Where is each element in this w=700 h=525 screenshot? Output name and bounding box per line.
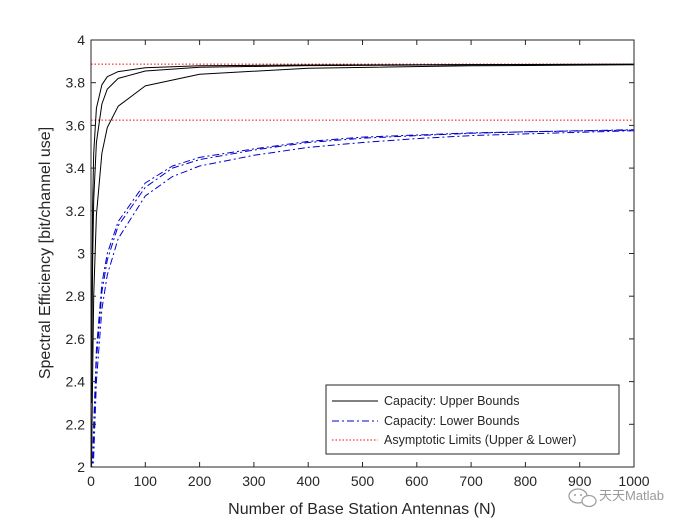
y-tick-label: 3.8 [66,75,86,91]
legend-label-upper: Capacity: Upper Bounds [384,394,520,408]
x-tick-label: 600 [405,473,429,489]
y-tick-label: 3.6 [66,117,86,133]
legend-label-asymptotic: Asymptotic Limits (Upper & Lower) [384,433,576,447]
series-line-lower [92,130,634,467]
legend-label-lower: Capacity: Lower Bounds [384,414,520,428]
series-lines [91,63,634,467]
x-tick-label: 700 [459,473,483,489]
y-tick-label: 3 [77,246,85,262]
y-tick-label: 4 [77,32,85,48]
chat-bubble-icon [568,488,597,508]
x-tick-label: 900 [568,473,592,489]
y-tick-label: 2 [77,459,85,475]
x-tick-label: 500 [351,473,375,489]
x-tick-label: 100 [134,473,158,489]
y-tick-label: 2.2 [66,416,86,432]
x-tick-label: 1000 [618,473,649,489]
x-axis-label: Number of Base Station Antennas (N) [228,501,496,518]
x-axis-ticks: 0 100 200 300 400 500 600 700 800 900 1000 [87,40,650,489]
watermark-text: 天天Matlab [599,488,664,503]
y-tick-label: 2.6 [66,331,86,347]
x-tick-label: 0 [87,473,95,489]
x-tick-label: 800 [514,473,538,489]
y-axis-ticks: 2 2.2 2.4 2.6 2.8 3 3.2 3.4 3.6 3.8 4 [66,32,634,475]
legend-box [325,384,620,455]
y-tick-label: 3.2 [66,203,86,219]
y-tick-label: 2.8 [66,288,86,304]
y-axis-label: Spectral Efficiency [bit/channel use] [37,127,54,379]
series-line-upper [91,64,634,467]
x-tick-label: 400 [297,473,321,489]
series-line-lower [91,129,634,467]
series-line-upper [91,63,634,361]
x-tick-label: 200 [188,473,212,489]
y-tick-label: 3.4 [66,160,86,176]
series-line-lower [91,129,634,467]
y-tick-label: 2.4 [66,374,86,390]
legend: Capacity: Upper Bounds Capacity: Lower B… [325,384,620,455]
x-tick-label: 300 [242,473,266,489]
watermark: 天天Matlab [568,488,664,508]
